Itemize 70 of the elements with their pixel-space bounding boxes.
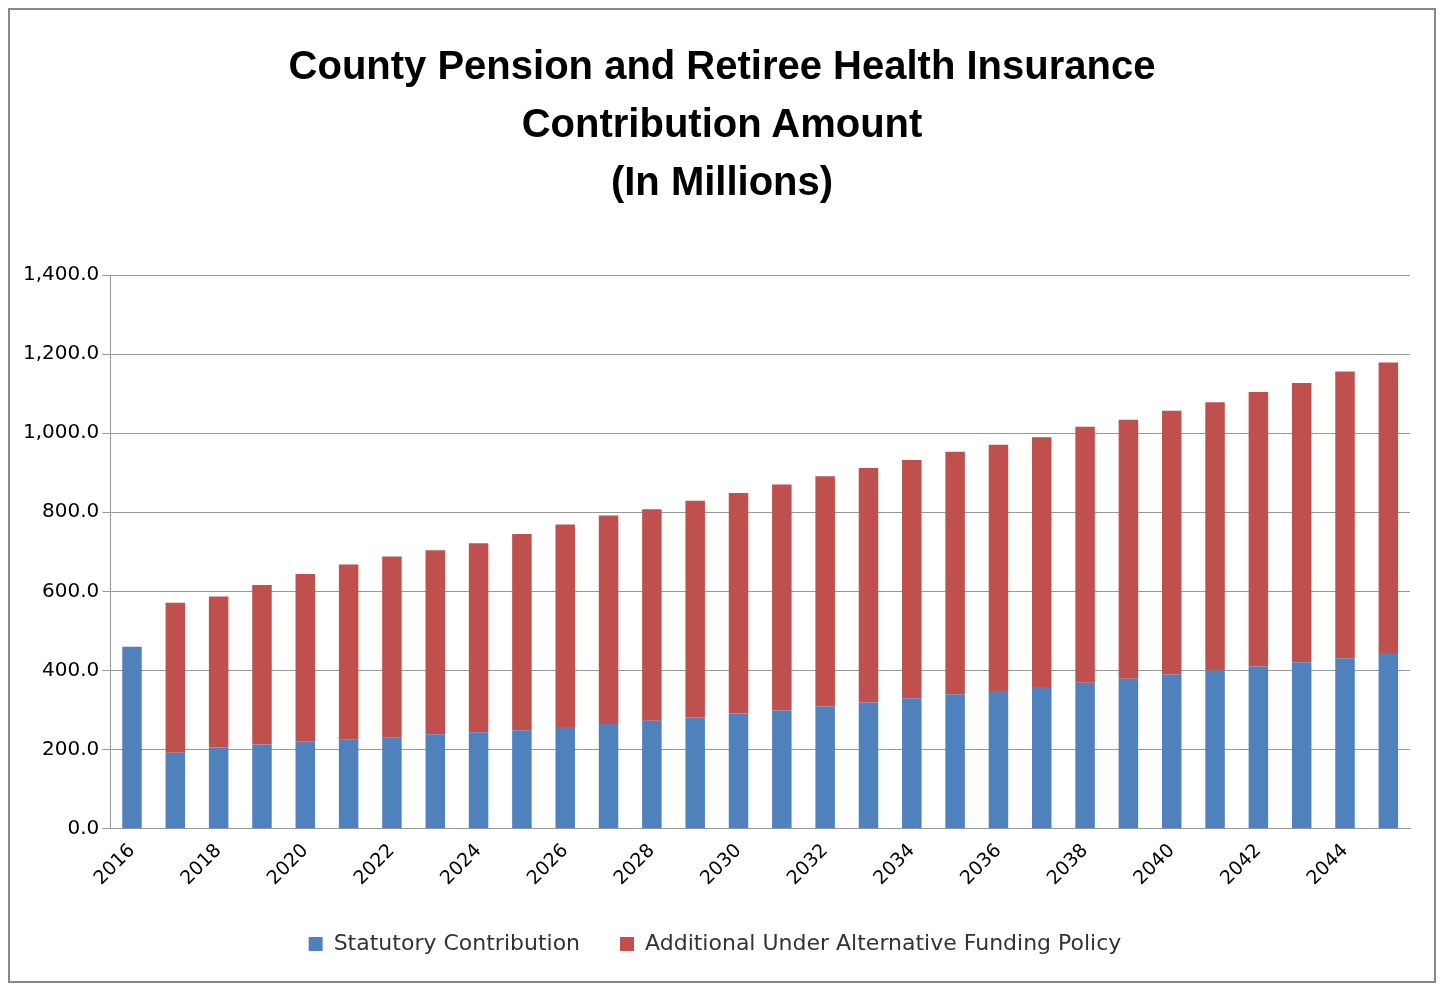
- bar: [1075, 426, 1095, 683]
- bar: [1205, 402, 1225, 671]
- bar: [208, 596, 229, 748]
- bar: [512, 730, 532, 829]
- bar: [1118, 678, 1139, 829]
- bar: [858, 468, 879, 703]
- bar: [382, 556, 402, 738]
- bar: [122, 646, 142, 829]
- bar: [728, 492, 749, 714]
- bar: [685, 500, 705, 718]
- bar: [1032, 687, 1052, 829]
- bar: [1075, 682, 1095, 829]
- bar: [425, 550, 445, 735]
- bar: [1291, 382, 1312, 663]
- bar: [338, 739, 359, 829]
- bar: [728, 713, 749, 829]
- bar: [512, 534, 532, 731]
- y-tick-label: 800.0: [42, 498, 100, 523]
- bar: [165, 752, 186, 829]
- bar: [772, 710, 792, 829]
- bar: [902, 460, 922, 699]
- bar: [945, 451, 965, 695]
- bar: [1378, 362, 1399, 654]
- bar: [1118, 419, 1139, 679]
- bar: [598, 515, 619, 724]
- bar: [1335, 658, 1355, 829]
- y-tick-label: 1,400.0: [22, 261, 100, 286]
- bar: [252, 585, 272, 745]
- y-tick-label: 200.0: [42, 735, 100, 760]
- bar: [945, 694, 965, 829]
- y-tick-label: 400.0: [42, 656, 100, 681]
- bar: [1248, 666, 1269, 829]
- y-tick-label: 1,000.0: [22, 419, 100, 444]
- bar: [382, 737, 402, 829]
- y-tick-label: 1,200.0: [22, 340, 100, 365]
- bar: [598, 723, 619, 829]
- bar: [295, 741, 316, 829]
- bar: [555, 524, 575, 728]
- bar: [858, 702, 879, 829]
- bar: [468, 543, 489, 733]
- bar: [815, 476, 835, 707]
- y-tick-label: 600.0: [42, 577, 100, 602]
- bar: [988, 444, 1009, 692]
- chart-title: County Pension and Retiree Health Insurance Contribution Amount (In Millions): [287, 42, 1157, 205]
- y-tick-label: 0.0: [67, 814, 100, 839]
- bar: [1161, 674, 1182, 829]
- bar: [468, 732, 489, 829]
- bar: [1378, 653, 1399, 829]
- legend-label: Additional Under Alternative Funding Policy: [645, 929, 1122, 955]
- bar: [1248, 392, 1269, 667]
- bar: [772, 484, 792, 711]
- legend-label: Statutory Contribution: [333, 929, 581, 955]
- bar: [685, 717, 705, 829]
- bar: [1161, 410, 1182, 675]
- bar: [1291, 662, 1312, 829]
- bar: [295, 573, 316, 742]
- bar: [252, 744, 272, 829]
- bar: [338, 564, 359, 740]
- bar: [208, 747, 229, 829]
- bar: [1335, 371, 1355, 659]
- bar: [165, 602, 186, 753]
- bar: [988, 691, 1009, 829]
- bar: [555, 727, 575, 829]
- bar: [815, 706, 835, 829]
- bar: [642, 720, 662, 829]
- bar: [1205, 670, 1225, 829]
- bar: [425, 734, 445, 829]
- bar: [902, 698, 922, 829]
- bar: [642, 509, 662, 721]
- bar: [1032, 437, 1052, 688]
